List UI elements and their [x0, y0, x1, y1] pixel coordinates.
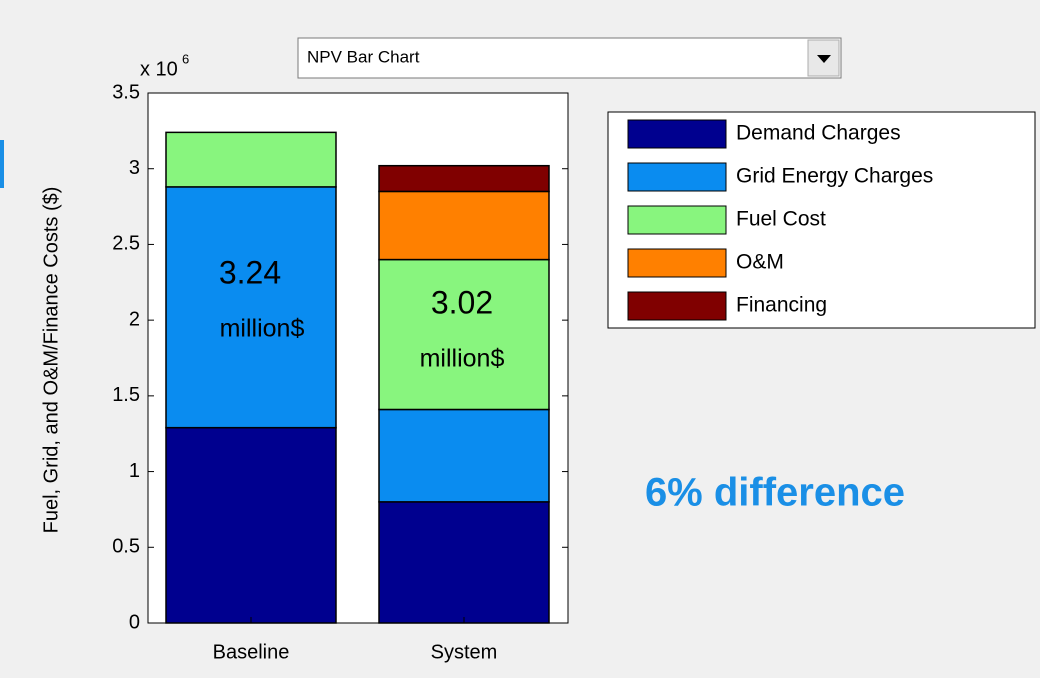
annotation: 6% difference [645, 471, 905, 515]
bar-segment [165, 186, 337, 429]
annotation: 3.24 [219, 254, 281, 290]
legend-label: O&M [736, 251, 784, 274]
y-tick-label: 2.5 [112, 233, 140, 255]
annotation: million$ [420, 345, 505, 373]
legend-label: Fuel Cost [736, 208, 826, 231]
y-tick-label: 2 [129, 308, 140, 330]
dropdown-arrow [817, 55, 831, 63]
y-tick-label: 0 [129, 611, 140, 633]
y-tick-label: 1 [129, 460, 140, 482]
y-tick-label: 3 [129, 157, 140, 179]
dropdown-text: NPV Bar Chart [307, 47, 420, 66]
y-tick-label: 0.5 [112, 536, 140, 558]
y-tick-label: 1.5 [112, 384, 140, 406]
y-tick-label: 3.5 [112, 81, 140, 103]
legend-swatch [627, 248, 727, 278]
bar-segment [378, 408, 550, 503]
bar-segment [378, 190, 550, 261]
bar-segment [378, 501, 550, 624]
legend-swatch [627, 119, 727, 149]
bar-segment [378, 258, 550, 411]
legend-label: Financing [736, 294, 827, 317]
bar-segment [165, 426, 337, 624]
legend-swatch [627, 162, 727, 192]
dropdown[interactable] [297, 37, 842, 79]
edge-marker [0, 140, 4, 188]
bar-segment [378, 164, 550, 193]
annotation: million$ [220, 315, 305, 343]
y-axis-label: Fuel, Grid, and O&M/Finance Costs ($) [40, 187, 62, 534]
legend-label: Grid Energy Charges [736, 165, 933, 188]
x-tick-label: System [431, 641, 498, 663]
background-edge [1040, 0, 1055, 678]
x-tick-label: Baseline [213, 641, 290, 663]
legend-label: Demand Charges [736, 122, 901, 145]
y-multiplier: x 10 [140, 58, 178, 80]
annotation: 3.02 [431, 284, 493, 320]
axes-box [147, 92, 569, 624]
legend-swatch [627, 291, 727, 321]
bar-segment [165, 131, 337, 188]
legend-swatch [627, 205, 727, 235]
y-multiplier-exponent: 6 [182, 51, 189, 66]
